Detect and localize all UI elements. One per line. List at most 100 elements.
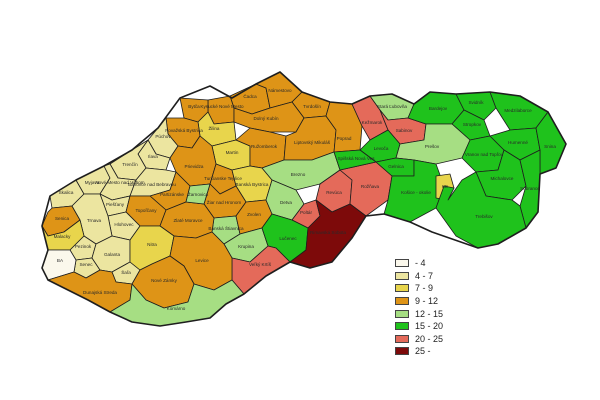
district-label-spisska-nova-ves: Spišská Nová Ves — [337, 156, 375, 161]
districts-layer — [41, 71, 567, 327]
district-label-piestany: Piešťany — [106, 202, 125, 207]
district-label-poprad: Poprad — [337, 136, 352, 141]
district-label-zilina: Žilina — [209, 124, 220, 131]
district-label-gelnica: Gelnica — [388, 164, 404, 169]
district-trebisov — [435, 171, 527, 249]
district-label-senec: Senec — [79, 262, 93, 267]
legend-label: - 4 — [415, 258, 426, 269]
legend-swatch — [395, 322, 409, 331]
district-label-pezinok: Pezinok — [75, 244, 92, 249]
legend-swatch — [395, 284, 409, 293]
district-label-senica: Senica — [55, 216, 69, 221]
district-label-zvolen: Zvolen — [247, 212, 261, 217]
district-label-banska-bystrica: Banská Bystrica — [236, 182, 269, 187]
legend-item: 4 - 7 — [395, 270, 485, 283]
district-label-sobrance: Sobrance — [520, 186, 540, 191]
legend-label: 9 - 12 — [415, 296, 439, 307]
legend-swatch — [395, 334, 409, 343]
legend-label: 20 - 25 — [415, 333, 444, 344]
district-label-topolcany: Topoľčany — [135, 208, 157, 213]
district-label-sabinov: Sabinov — [396, 128, 413, 133]
district-label-banska-stiavnica: Banská Štiavnica — [208, 225, 244, 231]
district-label-ke: KE — [442, 184, 448, 189]
district-label-galanta: Galanta — [104, 252, 121, 257]
legend-label: 25 - — [415, 346, 431, 357]
district-label-brezno: Brezno — [291, 172, 306, 177]
district-label-svidnik: Svidník — [468, 100, 484, 105]
legend-label: 15 - 20 — [415, 321, 444, 332]
district-label-dolny-kubin: Dolný Kubín — [253, 116, 278, 121]
legend-item: 15 - 20 — [395, 320, 485, 333]
district-label-namestovo: Námestovo — [268, 88, 292, 93]
country-outline — [41, 71, 567, 327]
district-label-hlohovec: Hlohovec — [114, 222, 134, 227]
district-label-sala: Šaľa — [121, 269, 131, 275]
legend-swatch — [395, 297, 409, 306]
district-label-nove-mesto-nad-vahom: Nové Mesto nad Váhom — [95, 180, 144, 185]
district-label-medzilaborce: Medzilaborce — [504, 108, 532, 113]
district-label-detva: Detva — [280, 200, 292, 205]
district-label-rimavska-sobota: Rimavská Sobota — [310, 230, 346, 235]
district-label-puchov: Púchov — [155, 134, 171, 139]
district-label-komarno: Komárno — [167, 306, 186, 311]
district-label-nitra: Nitra — [147, 242, 157, 247]
district-label-revuca: Revúca — [326, 190, 342, 195]
district-label-trebisov: Trebišov — [475, 214, 493, 219]
district-label-martin: Martin — [226, 150, 239, 155]
legend-label: 4 - 7 — [415, 270, 434, 281]
district-label-partizanske: Partizánske — [160, 192, 184, 197]
legend-swatch — [395, 309, 409, 318]
district-label-roznava: Rožňava — [361, 184, 380, 189]
district-label-lucenec: Lučenec — [279, 236, 297, 241]
legend-item: 9 - 12 — [395, 295, 485, 308]
district-label-myjava: Myjava — [85, 180, 100, 185]
district-label-cadca: Čadca — [243, 93, 257, 99]
district-label-stara-lubovna: Stará Ľubovňa — [377, 104, 407, 109]
district-zarnovica — [185, 183, 211, 205]
district-label-zarnovica: Žarnovica — [188, 190, 209, 197]
district-label-nove-zamky: Nové Zámky — [151, 278, 177, 283]
district-label-povazska-bystrica: Považská Bystrica — [165, 128, 203, 133]
district-label-bytca: Bytča — [188, 104, 200, 109]
district-label-prievidza: Prievidza — [185, 164, 204, 169]
district-label-levoca: Levoča — [374, 146, 389, 151]
district-label-michalovce: Michalovce — [491, 176, 514, 181]
district-label-dunajska-streda: Dunajská Streda — [83, 290, 117, 295]
district-label-bardejov: Bardejov — [429, 106, 448, 111]
district-label-malacky: Malacky — [54, 234, 72, 239]
district-label-levice: Levice — [195, 258, 209, 263]
district-label-krupina: Krupina — [238, 244, 254, 249]
district-label-stropkov: Stropkov — [463, 122, 482, 127]
legend-swatch — [395, 259, 409, 268]
district-label-snina: Snina — [544, 144, 556, 149]
district-label-turcianske-teplice: Turčianske Teplice — [204, 176, 242, 181]
district-label-kysucke-nove-mesto: Kysucké Nové Mesto — [200, 104, 244, 109]
district-label-trencin: Trenčín — [122, 162, 138, 167]
district-label-trnava: Trnava — [87, 218, 102, 223]
district-labels: Čadca Kysucké Nové Mesto Námestovo Tvrdošín… — [54, 88, 557, 311]
legend-swatch — [395, 347, 409, 356]
legend-item: 20 - 25 — [395, 333, 485, 346]
district-label-kezmarok: Kežmarok — [362, 120, 383, 125]
district-label-presov: Prešov — [425, 144, 440, 149]
district-label-humenne: Humenné — [508, 140, 528, 145]
district-label-zlate-moravce: Zlaté Moravce — [173, 218, 203, 223]
legend-swatch — [395, 271, 409, 280]
district-label-velky-krtis: Veľký Krtíš — [249, 262, 272, 267]
legend-label: 12 - 15 — [415, 308, 444, 319]
district-label-liptovsky-mikulas: Liptovský Mikuláš — [294, 140, 331, 145]
legend-item: 25 - — [395, 345, 485, 358]
legend-item: 7 - 9 — [395, 282, 485, 295]
district-label-ruzomberok: Ružomberok — [251, 144, 278, 149]
district-label-poltar: Poltár — [300, 210, 312, 215]
legend-item: 12 - 15 — [395, 307, 485, 320]
legend-label: 7 - 9 — [415, 283, 434, 294]
district-label-tvrdosin: Tvrdošín — [303, 104, 321, 109]
district-label-vranov-nad-toplou: Vranov nad Topľou — [465, 152, 504, 157]
district-label-ilava: Ilava — [148, 154, 158, 159]
district-label-ba: BA — [57, 258, 64, 263]
legend-item: - 4 — [395, 257, 485, 270]
district-label-banovce-nad-bebravou: Bánovce nad Bebravou — [128, 182, 176, 187]
